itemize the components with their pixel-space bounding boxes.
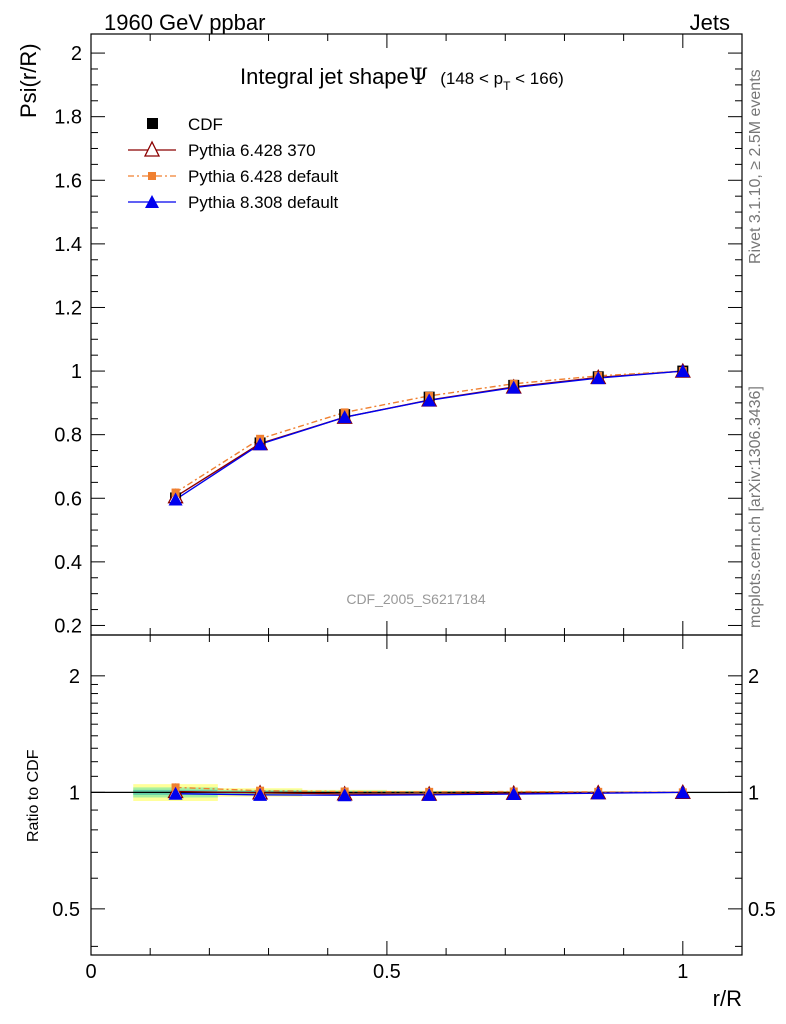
legend-entry-pythia6-370: Pythia 6.428 370 bbox=[128, 140, 316, 160]
plot-title: Integral jet shapeΨ (148 < pT < 166) bbox=[240, 64, 564, 93]
legend-entry-pythia6-default: Pythia 6.428 default bbox=[128, 167, 339, 186]
main-ytick-label: 0.4 bbox=[54, 552, 82, 574]
ratio-pythia8-default-point bbox=[591, 786, 606, 800]
ratio-pythia8-default-point bbox=[506, 787, 521, 801]
analysis-id: CDF_2005_S6217184 bbox=[346, 591, 486, 607]
main-series-line-3 bbox=[175, 370, 683, 501]
plot-title-cut-open: (148 < p bbox=[440, 69, 503, 88]
main-plot-panel: 0.2 0.4 0.6 0.8 1 1.2 1.4 1.6 1.8 2 Integral jet … bbox=[54, 33, 743, 637]
ratio-pythia8-default-point bbox=[337, 788, 352, 802]
legend-marker-cdf bbox=[147, 118, 158, 129]
ratio-xtick-label: 1 bbox=[677, 961, 688, 983]
header-left: 1960 GeV ppbar bbox=[104, 10, 265, 35]
main-ytick-label: 2 bbox=[71, 43, 82, 65]
legend-label-pythia6-370: Pythia 6.428 370 bbox=[188, 141, 316, 160]
legend-marker-pythia8-default bbox=[145, 195, 159, 208]
ratio-pythia8-default-point bbox=[422, 787, 437, 801]
header-right: Jets bbox=[690, 10, 730, 35]
side-label-mcplots: mcplots.cern.ch [arXiv:1306.3436] bbox=[747, 386, 764, 628]
ratio-pythia8-default-point bbox=[168, 786, 183, 800]
main-ytick-label: 0.6 bbox=[54, 488, 82, 510]
main-ytick-label: 1 bbox=[71, 361, 82, 383]
ratio-pythia8-default-point bbox=[253, 787, 268, 801]
main-pythia8-default-point bbox=[591, 371, 606, 385]
main-pythia8-default-point bbox=[337, 410, 352, 424]
side-label-rivet: Rivet 3.1.10, ≥ 2.5M events bbox=[747, 69, 764, 264]
ratio-ytick-label-right: 2 bbox=[748, 666, 759, 688]
main-pythia8-default-point bbox=[422, 393, 437, 407]
ratio-plot-panel: 0.5 0.5 1 1 2 2 0 0.5 1 bbox=[52, 634, 776, 983]
main-pythia8-default-point bbox=[506, 380, 521, 394]
legend-entry-pythia8-default: Pythia 8.308 default bbox=[128, 193, 339, 212]
ratio-ytick-label-right: 0.5 bbox=[748, 899, 776, 921]
main-ylabel: Psi(r/R) bbox=[16, 43, 41, 118]
ratio-xtick-label: 0.5 bbox=[373, 961, 401, 983]
legend-label-cdf: CDF bbox=[188, 115, 223, 134]
ratio-pythia8-default-point bbox=[675, 785, 690, 799]
plot-title-cut-sub: T bbox=[503, 79, 511, 93]
main-ytick-label: 1.6 bbox=[54, 170, 82, 192]
ratio-ytick-label-left: 0.5 bbox=[52, 899, 80, 921]
plot-title-text: Integral jet shape bbox=[240, 64, 409, 89]
main-pythia8-default-point bbox=[253, 437, 268, 451]
plot-title-psi: Ψ bbox=[409, 65, 428, 90]
main-series-group bbox=[167, 362, 691, 506]
ratio-plot-frame bbox=[90, 634, 743, 956]
main-series-line-2 bbox=[175, 370, 683, 494]
ratio-ylabel: Ratio to CDF bbox=[25, 749, 42, 842]
plot-title-cut-close: < 166) bbox=[510, 69, 563, 88]
legend-entry-cdf: CDF bbox=[147, 115, 223, 134]
legend-marker-pythia6-370 bbox=[143, 140, 161, 157]
legend-label-pythia6-default: Pythia 6.428 default bbox=[188, 167, 339, 186]
xlabel: r/R bbox=[713, 986, 742, 1011]
legend-label-pythia8-default: Pythia 8.308 default bbox=[188, 193, 339, 212]
ratio-series-group bbox=[167, 783, 691, 802]
legend: CDF Pythia 6.428 370 Pythia 6.428 defaul… bbox=[128, 115, 339, 212]
ratio-axis-ticks: 0.5 0.5 1 1 2 2 0 0.5 1 bbox=[52, 635, 776, 983]
ratio-xtick-label: 0 bbox=[85, 961, 96, 983]
main-ytick-label: 1.4 bbox=[54, 234, 82, 256]
main-ytick-label: 0.2 bbox=[54, 615, 82, 637]
main-ytick-label: 1.8 bbox=[54, 107, 82, 129]
main-ytick-label: 0.8 bbox=[54, 425, 82, 447]
main-ytick-label: 1.2 bbox=[54, 297, 82, 319]
ratio-ytick-label-left: 2 bbox=[69, 666, 80, 688]
ratio-ytick-label-right: 1 bbox=[748, 782, 759, 804]
legend-marker-pythia6-default bbox=[148, 172, 156, 180]
main-axis-ticks: 0.2 0.4 0.6 0.8 1 1.2 1.4 1.6 1.8 2 bbox=[54, 34, 743, 637]
main-pythia8-default-point bbox=[168, 492, 183, 506]
main-series-line-1 bbox=[175, 370, 683, 498]
main-pythia8-default-point bbox=[675, 364, 690, 378]
ratio-ytick-label-left: 1 bbox=[69, 782, 80, 804]
